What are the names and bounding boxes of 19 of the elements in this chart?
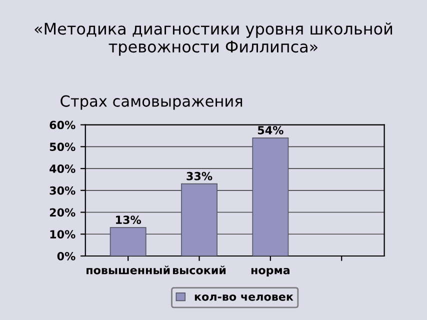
chart-subtitle: Страх самовыражения bbox=[60, 95, 242, 110]
y-tick-label: 10% bbox=[50, 230, 76, 239]
bar bbox=[252, 138, 289, 256]
y-tick-label: 50% bbox=[50, 142, 76, 152]
data-label: 13% bbox=[116, 216, 142, 224]
data-label: 54% bbox=[258, 126, 284, 134]
x-tick-label: норма bbox=[251, 268, 290, 276]
y-tick-label: 40% bbox=[50, 164, 76, 173]
legend-label: кол-во человек bbox=[194, 294, 294, 301]
y-tick-label: 60% bbox=[50, 120, 76, 130]
chart-title: «Методика диагностики уровня школьной тревожности Филлипса» bbox=[34, 22, 392, 56]
y-tick-label: 30% bbox=[50, 186, 76, 195]
bar bbox=[110, 227, 146, 256]
data-label: 33% bbox=[186, 172, 212, 180]
x-tick-label: повышенный bbox=[86, 266, 170, 274]
bar bbox=[181, 183, 218, 256]
y-tick-label: 20% bbox=[50, 208, 76, 217]
x-tick-label: высокий bbox=[172, 266, 226, 274]
y-tick-label: 0% bbox=[57, 252, 76, 260]
